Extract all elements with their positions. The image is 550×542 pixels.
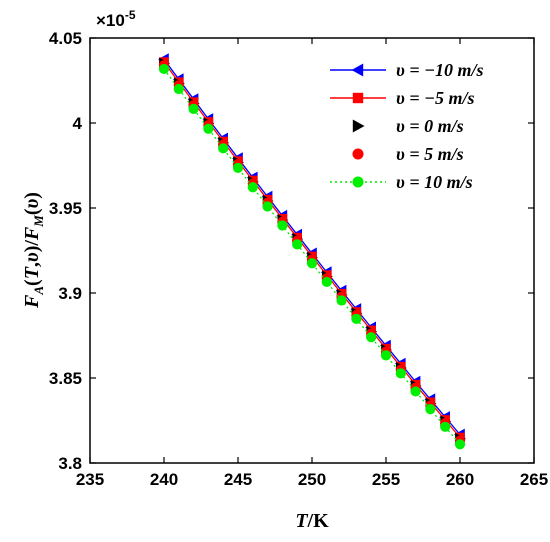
x-tick-label: 245 <box>224 470 252 489</box>
legend-item: υ = 0 m/s <box>352 116 464 136</box>
data-point <box>306 258 318 269</box>
legend-marker <box>352 119 365 133</box>
legend-marker <box>352 176 364 188</box>
data-point <box>454 439 466 450</box>
data-point <box>440 421 451 432</box>
data-point <box>410 386 421 397</box>
legend-label: υ = 0 m/s <box>396 116 464 136</box>
y-tick-label: 4 <box>73 114 83 133</box>
x-tick-label: 255 <box>372 470 400 489</box>
series-line <box>163 68 461 445</box>
legend-label: υ = 10 m/s <box>396 172 473 192</box>
data-point <box>247 182 258 193</box>
x-tick-label: 265 <box>520 470 548 489</box>
legend-marker <box>352 92 364 104</box>
data-point <box>203 123 214 134</box>
data-point <box>158 63 170 75</box>
y-tick-label: 4.05 <box>49 29 82 48</box>
legend-label: υ = −5 m/s <box>396 88 475 108</box>
axis-ticks: 235 240 245 250 255 260 265 3.8 3.85 3.9 3.95 4 4.05 <box>49 29 548 489</box>
legend-marker <box>351 63 364 77</box>
data-point <box>188 103 199 114</box>
x-tick-label: 235 <box>76 470 104 489</box>
x-tick-label: 260 <box>446 470 474 489</box>
x-tick-label: 250 <box>298 470 326 489</box>
legend-item: υ = −10 m/s <box>330 60 484 80</box>
data-point <box>321 276 332 288</box>
data-point <box>351 313 362 324</box>
legend-marker <box>352 148 364 160</box>
data-point <box>336 295 347 306</box>
data-point <box>218 143 229 154</box>
legend-item: υ = 5 m/s <box>352 144 464 164</box>
data-point <box>232 162 244 173</box>
data-point <box>395 368 406 379</box>
data-point <box>292 239 303 250</box>
y-tick-label: 3.85 <box>49 369 82 388</box>
data-point <box>262 201 273 212</box>
series-4 <box>158 63 466 450</box>
data-point <box>173 83 184 95</box>
legend-label: υ = −10 m/s <box>396 60 484 80</box>
y-tick-label: 3.95 <box>49 199 82 218</box>
y-tick-label: 3.8 <box>58 454 82 473</box>
y-tick-label: 3.9 <box>58 284 82 303</box>
legend-item: υ = 10 m/s <box>330 172 473 192</box>
series-layer <box>158 53 466 450</box>
legend-label: υ = 5 m/s <box>396 144 464 164</box>
data-point <box>277 220 288 231</box>
y-multiplier: ×10-5 <box>96 8 136 30</box>
x-tick-label: 240 <box>150 470 178 489</box>
legend: υ = −10 m/s υ = −5 m/s υ = 0 m/s υ = 5 m/s υ… <box>330 60 484 192</box>
x-axis-label: T/K <box>295 510 329 532</box>
legend-item: υ = −5 m/s <box>330 88 475 108</box>
data-point <box>425 404 436 415</box>
data-point <box>380 350 392 361</box>
y-axis-label: FA(T,υ)/FM(υ) <box>21 192 46 309</box>
data-point <box>366 332 377 343</box>
